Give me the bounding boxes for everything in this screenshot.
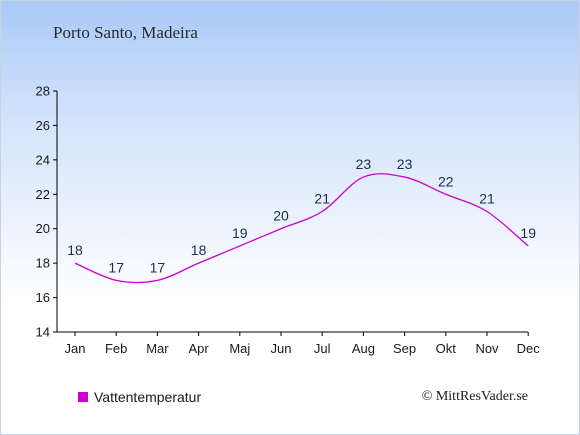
data-label: 19 [520,225,536,241]
data-label: 19 [232,225,248,241]
data-label: 21 [479,191,495,207]
x-tick-label: Jan [65,341,86,356]
credit-text: © MittResVader.se [421,389,528,404]
data-label: 18 [191,242,207,258]
x-tick-label: Maj [229,341,250,356]
legend-label: Vattentemperatur [94,389,202,405]
x-tick-label: Jul [314,341,331,356]
y-axis-ticks: 14 16 18 20 22 24 26 28 [36,84,57,340]
y-tick-label: 20 [36,221,50,236]
y-tick-label: 26 [36,118,50,133]
x-tick-label: Nov [475,341,499,356]
data-label: 22 [438,173,454,189]
data-label: 17 [150,259,166,275]
y-tick-label: 16 [36,290,50,305]
x-tick-label: Dec [517,341,541,356]
y-tick-label: 28 [36,84,50,99]
x-tick-label: Mar [146,341,169,356]
data-label: 23 [356,156,372,172]
y-tick-label: 14 [36,325,50,340]
series-line-vattentemperatur [74,173,529,284]
chart-place-name: Porto Santo, Madeira [53,23,198,42]
data-label: 23 [397,156,413,172]
x-tick-label: Apr [188,341,209,356]
axes [56,91,528,333]
x-tick-label: Feb [105,341,127,356]
data-label: 17 [108,259,124,275]
legend-swatch [78,392,88,402]
x-tick-label: Jun [271,341,292,356]
data-label: 20 [273,208,289,224]
data-labels: 18 17 17 18 19 20 21 23 23 22 21 19 [67,156,536,275]
y-tick-label: 22 [36,187,50,202]
x-tick-label: Aug [352,341,375,356]
x-tick-label: Sep [393,341,416,356]
legend: Vattentemperatur [78,389,201,405]
y-tick-label: 18 [36,256,50,271]
data-label: 18 [67,242,83,258]
data-label: 21 [314,191,330,207]
x-tick-label: Okt [436,341,457,356]
x-axis-ticks: Jan Feb Mar Apr Maj Jun Jul Aug Sep Okt Nov Dec [65,332,541,356]
y-tick-label: 24 [36,152,50,167]
